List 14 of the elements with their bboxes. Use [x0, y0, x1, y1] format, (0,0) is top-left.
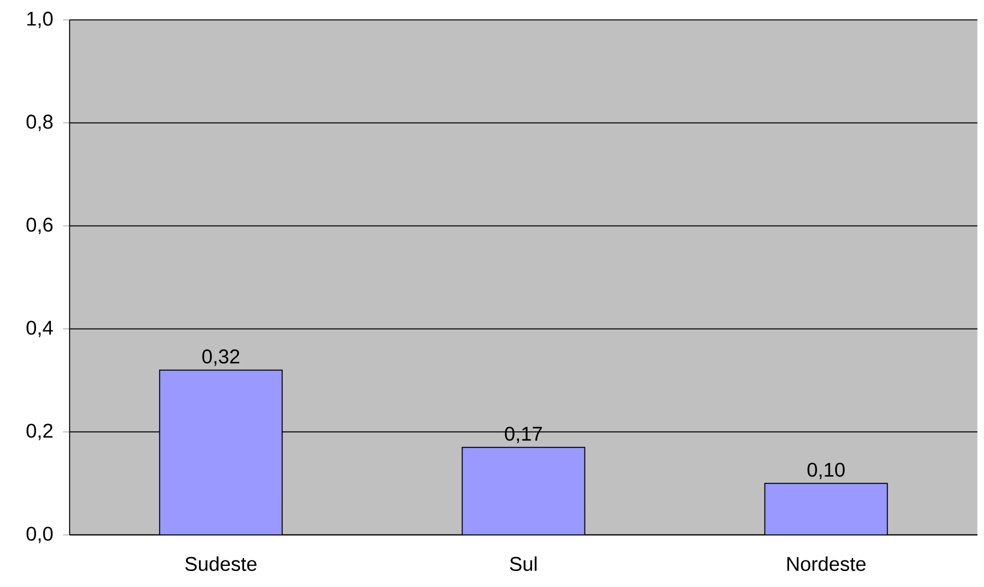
y-tick-label: 0,8 [26, 114, 53, 132]
x-tick-label: Sudeste [185, 556, 256, 572]
x-tick-label: Sul [510, 556, 537, 572]
y-tick-label: 0,4 [26, 320, 53, 338]
bar [159, 370, 283, 536]
y-tick-label: 1,0 [27, 12, 53, 28]
data-label: 0,32 [202, 350, 240, 366]
bar [764, 483, 888, 536]
data-label: 0,10 [808, 462, 845, 480]
y-tick-label: 0,6 [26, 218, 53, 234]
y-tick-label: 0,0 [26, 526, 53, 544]
x-tick-label: Nordeste [787, 556, 866, 572]
y-tick-label: 0,2 [26, 424, 52, 440]
bar [462, 447, 586, 536]
